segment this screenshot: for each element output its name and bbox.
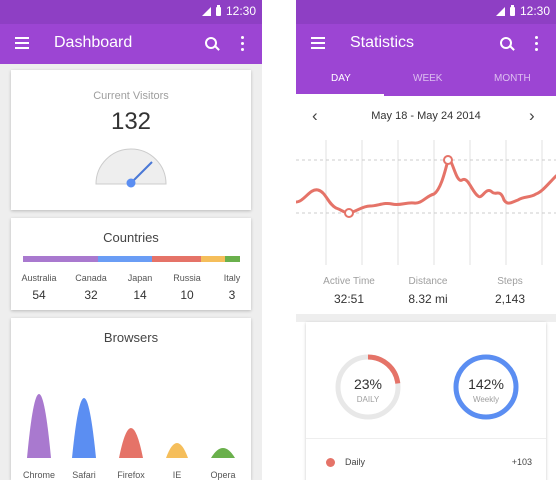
signal-icon [495,6,505,16]
visitors-value: 132 [110,108,152,135]
browser-shape-ie [166,443,188,458]
browsers-card: Browsers Chrome Safari Firefox IE Opera [11,318,251,480]
browser-label-chrome: Chrome [22,470,55,480]
date-range: May 18 - May 24 2014 [371,110,481,122]
country-value: 54 [32,288,46,302]
weekly-ring-label: Weekly [472,395,500,404]
search-icon[interactable] [205,37,220,51]
daily-percent: 23% [353,376,383,392]
visitors-card: Current Visitors 132 [11,70,251,210]
weekly-ring [453,354,519,420]
status-time: 12:30 [519,4,550,18]
countries-bar-segment-canada [97,256,153,262]
country-value: 32 [84,288,98,302]
countries-bar-segment-yellow [201,256,226,262]
country-name: Italy [223,273,241,283]
browsers-chart [27,394,235,458]
browser-label-opera: Opera [210,470,236,480]
daily-legend-dot [326,458,335,467]
period-tabs: DAY WEEK MONTH [296,64,556,96]
battery-icon [215,4,221,16]
section-divider [296,314,556,322]
more-options-icon[interactable] [241,36,245,52]
browser-shape-firefox [119,428,143,458]
browser-shape-safari [72,398,96,458]
menu-icon[interactable] [15,37,29,49]
status-bar: 12:30 [296,0,556,24]
country-value: 10 [180,288,194,302]
countries-bar-segment-russia [152,256,202,262]
browser-label-ie: IE [172,470,182,480]
stat-steps: Steps 2,143 [475,276,545,306]
activity-line [296,158,556,215]
stat-active-time: Active Time 32:51 [314,276,384,306]
countries-card: Countries Australia 54 Canada 32 Japan 1… [11,218,251,310]
tab-week[interactable]: WEEK [413,73,443,84]
browsers-title: Browsers [103,330,159,345]
active-tab-indicator [296,94,384,96]
country-value: 3 [228,288,236,302]
country-value: 14 [133,288,147,302]
visitors-gauge [95,148,167,188]
countries-bar-segment-australia [23,256,98,262]
legend-divider [306,438,546,439]
country-name: Canada [75,273,107,283]
countries-bar [23,256,241,262]
weekly-percent: 142% [468,376,504,392]
country-australia: Australia 54 [11,273,67,302]
country-canada: Canada 32 [63,273,119,302]
tab-month[interactable]: MONTH [494,73,531,84]
status-bar: 12:30 [0,0,262,24]
stat-value: 8.32 mi [408,292,448,306]
more-options-icon[interactable] [535,36,539,52]
chevron-right-icon[interactable]: › [529,106,535,125]
signal-icon [201,6,211,16]
statistics-screen: 12:30 Statistics DAY WEEK MONTH ‹ May 18… [296,0,556,480]
country-name: Australia [21,273,57,283]
country-japan: Japan 14 [112,273,168,302]
country-name: Russia [173,273,201,283]
app-bar: Statistics [296,24,556,64]
stat-value: 32:51 [333,292,365,306]
chart-point-min [344,208,354,218]
legend-value: +103 [511,457,532,467]
dashboard-screen: 12:30 Dashboard Current Visitors 132 Cou… [0,0,262,480]
tab-day[interactable]: DAY [331,73,351,84]
visitors-label: Current Visitors [93,90,169,102]
gauge-pivot [126,178,136,188]
stat-distance: Distance 8.32 mi [393,276,463,306]
countries-bar-segment-green [225,256,241,262]
daily-ring-label: DAILY [356,395,380,404]
goals-card: 23% DAILY 142% Weekly Daily +103 [306,322,546,480]
daily-ring [335,354,401,420]
daily-ring-progress [335,354,401,420]
weekly-ring-progress [453,354,519,420]
browser-label-safari: Safari [72,470,96,480]
country-italy: Italy 3 [204,273,260,302]
battery-icon [509,4,515,16]
search-icon[interactable] [500,37,515,51]
countries-title: Countries [103,230,159,245]
page-title: Dashboard [54,34,133,51]
activity-line-chart [296,140,556,265]
stat-value: 2,143 [494,292,526,306]
browser-label-firefox: Firefox [117,470,145,480]
stat-label: Distance [408,276,448,287]
gauge-needle [130,161,153,184]
country-russia: Russia 10 [159,273,215,302]
page-title: Statistics [350,34,415,51]
date-range-row: ‹ May 18 - May 24 2014 › [296,106,556,136]
stat-label: Steps [497,276,523,287]
status-time: 12:30 [225,4,256,18]
browser-shape-chrome [27,394,51,458]
browser-shape-opera [211,448,235,458]
legend-label: Daily [345,457,366,467]
chevron-left-icon[interactable]: ‹ [312,106,318,125]
stat-label: Active Time [323,276,375,287]
app-bar: Dashboard [0,24,262,64]
chart-point-max [443,155,453,165]
country-name: Japan [127,273,153,283]
menu-icon[interactable] [311,37,325,49]
